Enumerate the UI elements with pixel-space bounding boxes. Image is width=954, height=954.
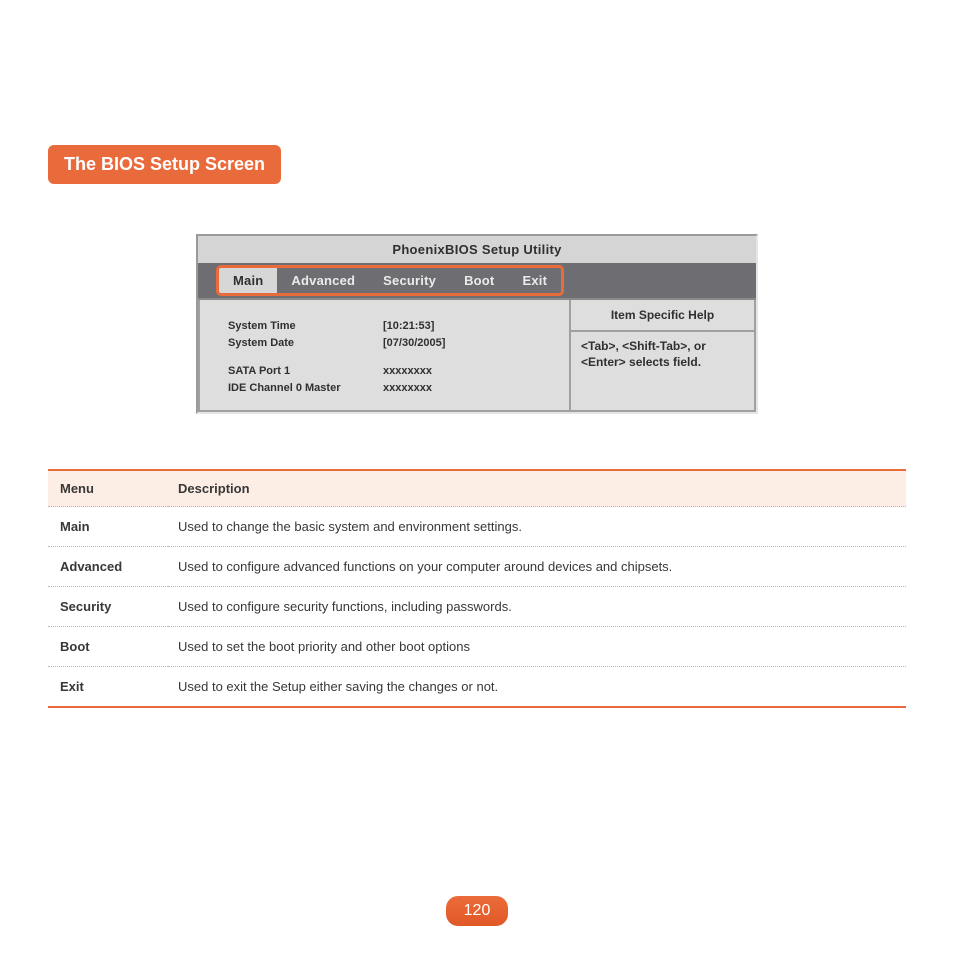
table-row: Exit Used to exit the Setup either savin… [48,667,906,708]
table-cell-menu: Exit [48,667,168,708]
bios-menu-highlight: Main Advanced Security Boot Exit [216,265,564,296]
table-cell-menu: Security [48,587,168,627]
table-cell-desc: Used to configure advanced functions on … [168,547,906,587]
bios-field-label: IDE Channel 0 Master [228,380,383,397]
menu-description-table: Menu Description Main Used to change the… [48,469,906,708]
bios-tab-advanced[interactable]: Advanced [277,268,369,293]
bios-field-label: System Time [228,318,383,335]
table-header-menu: Menu [48,470,168,507]
bios-field-row: SATA Port 1 xxxxxxxx [228,363,559,380]
page-title-badge: The BIOS Setup Screen [48,145,281,184]
page-number: 120 [446,896,508,926]
bios-help-title: Item Specific Help [571,300,754,332]
table-row: Boot Used to set the boot priority and o… [48,627,906,667]
bios-field-value: xxxxxxxx [383,380,559,397]
bios-field-row: System Date [07/30/2005] [228,335,559,352]
bios-field-row: IDE Channel 0 Master xxxxxxxx [228,380,559,397]
bios-field-label: SATA Port 1 [228,363,383,380]
bios-help-text: <Tab>, <Shift-Tab>, or <Enter> selects f… [571,332,754,376]
table-cell-desc: Used to configure security functions, in… [168,587,906,627]
table-cell-desc: Used to set the boot priority and other … [168,627,906,667]
bios-tab-exit[interactable]: Exit [508,268,561,293]
bios-tab-security[interactable]: Security [369,268,450,293]
table-row: Security Used to configure security func… [48,587,906,627]
table-header-description: Description [168,470,906,507]
table-cell-desc: Used to exit the Setup either saving the… [168,667,906,708]
bios-screenshot: PhoenixBIOS Setup Utility Main Advanced … [196,234,758,414]
bios-field-row: System Time [10:21:53] [228,318,559,335]
bios-field-value: [10:21:53] [383,318,559,335]
table-row: Main Used to change the basic system and… [48,507,906,547]
table-cell-menu: Advanced [48,547,168,587]
bios-body: System Time [10:21:53] System Date [07/3… [198,298,756,412]
bios-field-value: xxxxxxxx [383,363,559,380]
table-cell-desc: Used to change the basic system and envi… [168,507,906,547]
bios-utility-title: PhoenixBIOS Setup Utility [198,236,756,263]
bios-tab-boot[interactable]: Boot [450,268,508,293]
bios-tab-main[interactable]: Main [219,268,277,293]
bios-field-label: System Date [228,335,383,352]
table-row: Advanced Used to configure advanced func… [48,547,906,587]
table-cell-menu: Main [48,507,168,547]
bios-main-panel: System Time [10:21:53] System Date [07/3… [198,300,571,412]
bios-help-panel: Item Specific Help <Tab>, <Shift-Tab>, o… [571,300,756,412]
bios-menu-bar: Main Advanced Security Boot Exit [198,263,756,298]
bios-field-value: [07/30/2005] [383,335,559,352]
table-cell-menu: Boot [48,627,168,667]
